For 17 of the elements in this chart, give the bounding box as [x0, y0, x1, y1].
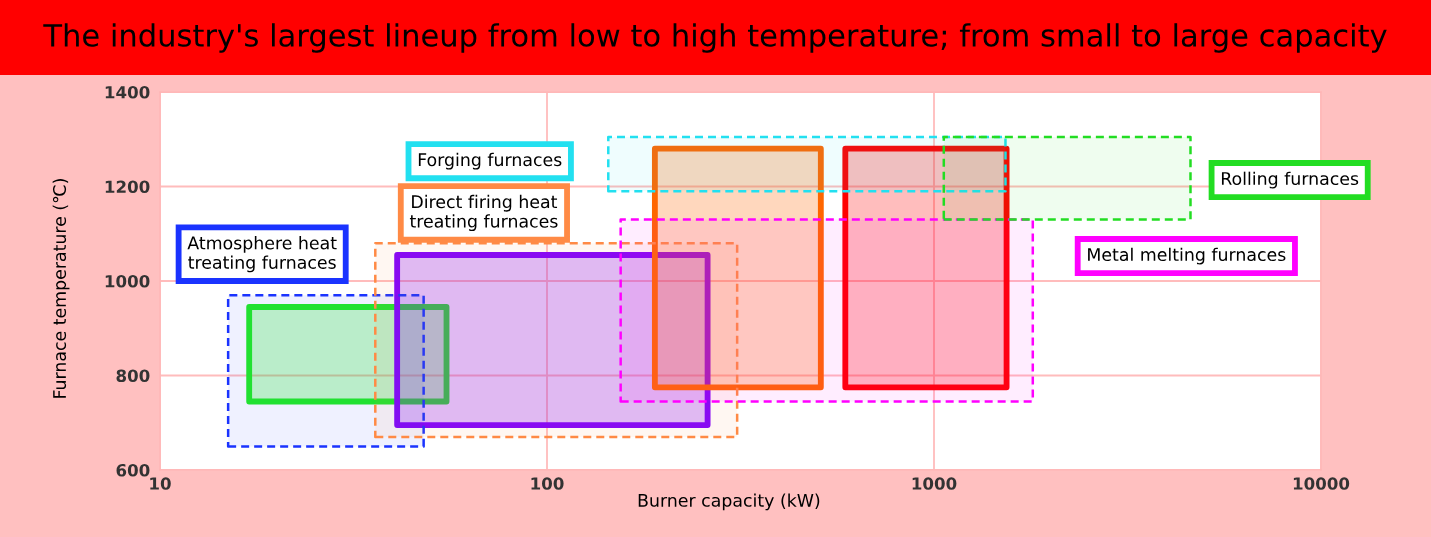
x-tick-label: 10 — [150, 477, 171, 490]
x-axis-title: Burner capacity (kW) — [638, 493, 820, 511]
series-label: Rolling furnaces — [1221, 171, 1359, 189]
y-tick-label: 800 — [116, 369, 150, 383]
y-tick-label: 1200 — [105, 180, 150, 194]
series-label: Atmosphere heat treating furnaces — [187, 236, 337, 273]
series-label: Direct firing heat treating furnaces — [409, 194, 558, 232]
x-tick-label: 10000 — [1293, 477, 1350, 490]
y-axis-title: Furnace temperature (℃) — [52, 179, 70, 398]
y-tick-label: 1000 — [105, 274, 150, 288]
text: Metal melting furnaces — [1088, 247, 1286, 265]
x-tick-label: 1000 — [912, 477, 957, 490]
x-tick-label: 100 — [531, 477, 564, 490]
y-tick-label: 1400 — [105, 85, 150, 99]
chart-title: The industry's largest lineup from low to high temperature; from small to large capacity — [43, 23, 1387, 53]
y-tick-label: 600 — [116, 463, 150, 477]
text: Forging furnaces — [418, 152, 562, 170]
